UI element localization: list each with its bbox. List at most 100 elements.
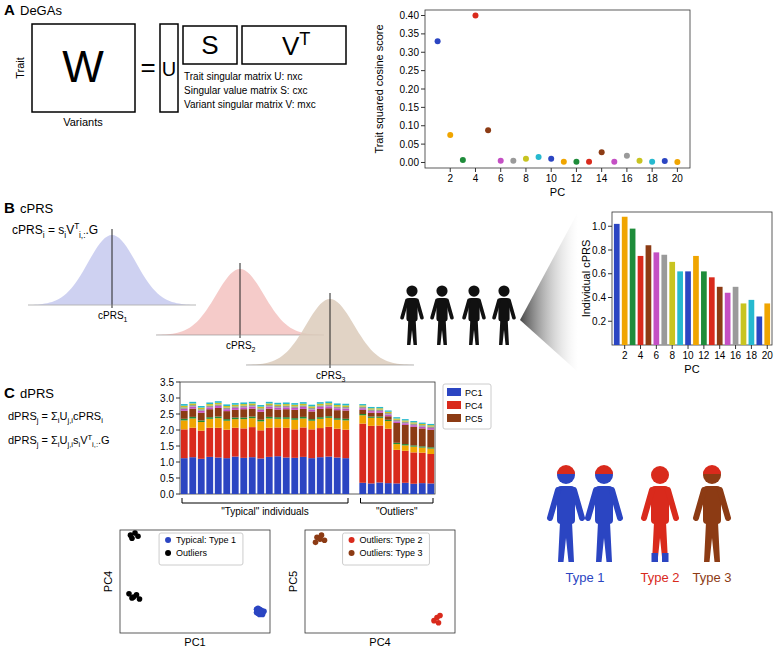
y-tick xyxy=(421,52,425,53)
person-arm xyxy=(696,490,704,518)
bar-segment xyxy=(342,405,349,407)
bar-segment xyxy=(334,429,341,458)
bar-segment xyxy=(419,424,426,425)
type-label: Type 3 xyxy=(692,570,731,585)
x-tick-label: 6 xyxy=(654,350,660,361)
point xyxy=(624,153,630,159)
x-tick-label: 8 xyxy=(669,350,675,361)
bar-segment xyxy=(334,458,341,494)
bar-segment xyxy=(300,418,307,427)
bar-segment xyxy=(274,410,281,418)
x-tick-label: 20 xyxy=(672,173,684,184)
bar-segment xyxy=(215,458,222,494)
person-legs xyxy=(652,522,668,562)
legend-box xyxy=(159,533,243,565)
y-tick xyxy=(608,273,612,274)
bar-segment xyxy=(317,417,324,419)
bar-segment xyxy=(342,404,349,406)
bar-segment xyxy=(300,417,307,419)
y-tick-label: 0.0 xyxy=(160,489,174,500)
point xyxy=(258,610,264,616)
distribution-center xyxy=(112,229,113,308)
group-bracket xyxy=(361,498,434,503)
x-tick-label: 16 xyxy=(621,173,633,184)
bar-segment xyxy=(232,408,239,410)
bar-segment xyxy=(300,404,307,406)
type-label: Type 1 xyxy=(565,570,604,585)
matrix-u xyxy=(160,24,178,112)
bar-segment xyxy=(359,404,366,405)
bar-segment xyxy=(266,402,273,404)
bar-segment xyxy=(300,407,307,409)
bar-segment xyxy=(291,418,298,420)
person-cap xyxy=(557,465,575,474)
point xyxy=(649,159,655,165)
person-arm xyxy=(402,300,407,317)
x-axis-label: PC xyxy=(550,186,565,198)
point xyxy=(573,159,579,165)
y-tick xyxy=(176,446,180,447)
bar-segment xyxy=(232,403,239,405)
y-tick-label: 0.30 xyxy=(400,47,420,58)
bar-segment xyxy=(334,408,341,410)
bar-segment xyxy=(385,412,392,413)
bar-segment xyxy=(419,446,426,447)
y-tick-label: 0.20 xyxy=(400,84,420,95)
y-axis-label: PC4 xyxy=(102,571,114,592)
bar-segment xyxy=(342,419,349,421)
bar-segment xyxy=(300,405,307,407)
bar-segment xyxy=(189,428,196,457)
bar-segment xyxy=(291,406,298,408)
x-tick-label: 10 xyxy=(546,173,558,184)
matrix-label: S xyxy=(201,30,218,60)
bar-segment xyxy=(198,420,205,422)
person-arm xyxy=(668,490,676,518)
bar-segment xyxy=(393,483,400,494)
bar-segment xyxy=(385,483,392,494)
bar xyxy=(630,229,636,345)
bar-segment xyxy=(368,413,375,417)
point xyxy=(472,13,478,19)
bar-segment xyxy=(427,449,434,454)
bar-segment xyxy=(206,409,213,417)
bar-segment xyxy=(291,420,298,430)
bar-segment xyxy=(410,424,417,426)
bar-segment xyxy=(300,409,307,417)
bar-segment xyxy=(240,418,247,420)
distribution-label: cPRS2 xyxy=(226,340,256,353)
bar-segment xyxy=(376,413,383,417)
bar-segment xyxy=(300,402,307,404)
person-feet xyxy=(662,553,669,562)
y-tick xyxy=(421,15,425,16)
bar-segment xyxy=(402,420,409,421)
group-bracket xyxy=(182,498,348,503)
formula-part: = s xyxy=(45,223,65,237)
bar-segment xyxy=(385,420,392,421)
bar-segment xyxy=(410,425,417,427)
point xyxy=(437,613,443,619)
bar-segment xyxy=(317,402,324,404)
person-legs xyxy=(469,320,479,345)
bar xyxy=(654,252,660,345)
y-axis-label: Trait squared cosine score xyxy=(373,24,385,153)
bar-segment xyxy=(385,410,392,411)
panel-letter: B xyxy=(4,199,15,216)
plot-frame xyxy=(305,530,455,633)
bar-segment xyxy=(198,431,205,459)
x-tick xyxy=(551,168,552,172)
x-tick-label: 10 xyxy=(682,350,694,361)
x-tick-label: 14 xyxy=(596,173,608,184)
bar-segment xyxy=(206,406,213,408)
legend: Outliers: Type 2Outliers: Type 3 xyxy=(349,535,423,558)
point xyxy=(460,157,466,163)
bar-segment xyxy=(257,458,264,494)
bar-segment xyxy=(334,418,341,420)
bar-segment xyxy=(283,409,290,417)
bar-segment xyxy=(419,448,426,453)
person-arm xyxy=(432,300,437,317)
person-legs xyxy=(437,320,447,345)
col-label: Variants xyxy=(63,116,103,128)
bar-segment xyxy=(223,409,230,411)
legend-box xyxy=(343,533,430,565)
point xyxy=(485,127,491,133)
